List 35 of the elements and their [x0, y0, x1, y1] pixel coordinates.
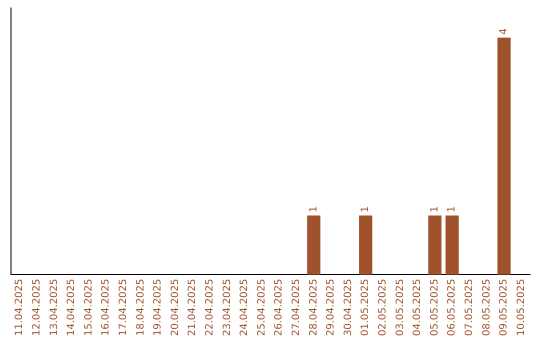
x-tick-label: 16.04.2025 [100, 278, 112, 336]
x-tick-label: 20.04.2025 [170, 278, 181, 336]
x-tick-label: 24.04.2025 [239, 278, 250, 336]
x-tick-label: 23.04.2025 [222, 278, 233, 336]
x-tick-label: 27.04.2025 [291, 278, 302, 336]
x-tick-label: 01.05.2025 [360, 278, 372, 336]
x-tick-label: 05.05.2025 [429, 278, 440, 336]
x-tick-label: 26.04.2025 [274, 278, 285, 336]
x-tick-label: 10.05.2025 [516, 278, 527, 336]
x-tick-label: 09.05.2025 [498, 278, 510, 336]
x-tick-label: 07.05.2025 [464, 278, 476, 336]
x-tick-label: 18.04.2025 [135, 278, 146, 336]
x-tick-label: 15.04.2025 [83, 278, 94, 336]
x-tick-label: 03.05.2025 [394, 278, 406, 336]
x-tick-label: 21.04.2025 [187, 278, 198, 336]
x-tick-label: 06.05.2025 [446, 278, 458, 336]
data-label: 1 [446, 206, 458, 212]
data-label: 1 [429, 206, 440, 212]
x-tick-label: 25.04.2025 [256, 278, 268, 336]
x-tick-label: 11.04.2025 [14, 278, 26, 336]
x-tick-label: 17.04.2025 [118, 278, 130, 336]
x-tick-label: 04.05.2025 [412, 278, 424, 336]
x-tick-label: 19.04.2025 [152, 278, 164, 336]
data-label: 1 [308, 206, 320, 212]
x-tick-label: 28.04.2025 [308, 278, 320, 336]
data-label: 4 [498, 28, 510, 35]
x-tick-label: 14.04.2025 [66, 278, 78, 336]
x-tick-label: 12.04.2025 [32, 278, 43, 336]
x-tick-label: 13.04.2025 [48, 278, 60, 336]
x-tick-label: 22.04.2025 [204, 278, 216, 336]
x-tick-label: 29.04.2025 [326, 278, 337, 336]
data-label: 1 [360, 206, 372, 212]
x-tick-label: 02.05.2025 [378, 278, 389, 336]
x-tick-label: 30.04.2025 [342, 278, 354, 336]
x-tick-label: 08.05.2025 [481, 278, 492, 336]
